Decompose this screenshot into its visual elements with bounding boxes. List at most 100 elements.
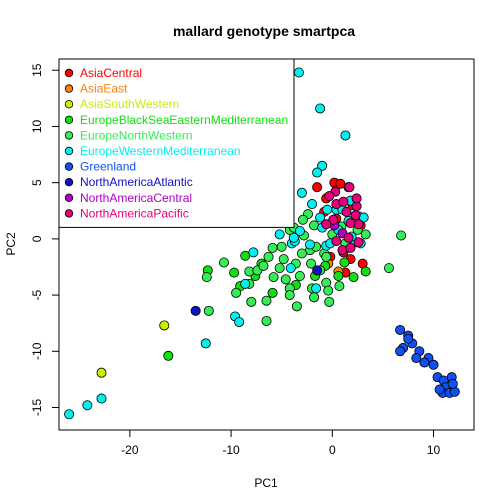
legend-label: NorthAmericaCentral — [80, 191, 192, 205]
data-point — [278, 254, 289, 265]
data-point — [218, 257, 229, 268]
y-tick-label: -10 — [30, 342, 44, 360]
data-point — [411, 353, 422, 364]
legend-marker — [64, 99, 74, 109]
data-point — [296, 248, 307, 259]
data-point — [434, 384, 445, 395]
data-point — [419, 357, 430, 368]
data-point — [348, 272, 359, 283]
data-point — [163, 350, 174, 361]
data-point — [312, 182, 323, 193]
data-point — [345, 242, 356, 253]
data-point — [240, 278, 251, 289]
data-point — [395, 346, 406, 357]
data-point — [201, 272, 212, 283]
data-point — [315, 212, 326, 223]
data-point — [345, 218, 356, 229]
data-point — [351, 193, 362, 204]
y-tick-label: 0 — [30, 235, 44, 242]
data-point — [280, 274, 291, 285]
data-point — [317, 160, 328, 171]
data-point — [258, 260, 269, 271]
data-point — [203, 305, 214, 316]
legend-marker — [64, 193, 74, 202]
x-tick-label: 0 — [329, 443, 336, 457]
y-tick-label: 15 — [30, 63, 44, 77]
data-point — [360, 229, 371, 240]
data-point — [276, 241, 287, 252]
data-point — [447, 378, 458, 389]
data-point — [288, 232, 299, 243]
data-point — [274, 263, 285, 274]
data-point — [338, 196, 349, 207]
data-point — [231, 287, 242, 298]
data-point — [229, 267, 240, 278]
data-point — [64, 409, 75, 420]
data-point — [297, 214, 308, 225]
data-point — [306, 258, 317, 269]
data-point — [309, 292, 320, 303]
legend-label: AsiaCentral — [80, 66, 142, 80]
data-point — [333, 270, 344, 281]
data-point — [96, 367, 107, 378]
y-tick-label: 10 — [30, 119, 44, 133]
data-point — [312, 265, 323, 276]
data-point — [403, 333, 414, 344]
legend-label: EuropeBlackSeaEasternMediterranean — [80, 113, 288, 127]
data-point — [294, 226, 305, 237]
data-point — [383, 263, 394, 274]
y-axis: -15 -10 -5 0 5 10 15 — [30, 63, 59, 416]
data-point — [291, 301, 302, 312]
data-point — [321, 219, 332, 230]
data-point — [285, 263, 296, 274]
data-point — [190, 305, 201, 316]
data-point — [340, 130, 351, 141]
data-point — [428, 359, 439, 370]
data-point — [267, 242, 278, 253]
data-point — [344, 182, 355, 193]
legend-label: EuropeWesternMediterranean — [80, 144, 241, 158]
data-point — [263, 251, 274, 262]
data-point — [82, 400, 93, 411]
legend-label: AsiaEast — [80, 82, 128, 96]
legend-label: NorthAmericaPacific — [80, 206, 189, 220]
data-point — [343, 232, 354, 243]
data-point — [200, 338, 211, 349]
data-point — [284, 290, 295, 301]
data-points — [64, 67, 460, 420]
x-tick-label: -10 — [222, 443, 240, 457]
legend-box — [58, 58, 295, 228]
data-point — [360, 266, 371, 277]
y-tick-label: -5 — [30, 289, 44, 300]
x-tick-label: 10 — [427, 443, 441, 457]
data-point — [159, 320, 170, 331]
legend-marker — [64, 84, 74, 93]
data-point — [96, 393, 107, 404]
data-point — [261, 295, 272, 306]
data-point — [350, 210, 361, 221]
data-point — [312, 167, 323, 178]
data-point — [395, 324, 406, 335]
legend-label: EuropeNorthWestern — [80, 128, 193, 142]
legend-marker — [64, 146, 74, 156]
data-point — [246, 296, 257, 307]
data-point — [274, 229, 285, 240]
data-point — [339, 257, 350, 268]
data-point — [305, 239, 316, 250]
legend-marker — [64, 177, 74, 187]
data-point — [334, 281, 345, 292]
y-tick-label: 5 — [30, 179, 44, 186]
legend-marker — [64, 131, 74, 140]
data-point — [293, 67, 304, 78]
x-tick-label: -20 — [121, 443, 139, 457]
data-point — [322, 204, 333, 215]
data-point — [353, 219, 364, 230]
data-point — [331, 236, 342, 247]
data-point — [323, 285, 334, 296]
y-tick-label: -15 — [30, 399, 44, 417]
data-point — [294, 270, 305, 281]
data-point — [307, 199, 318, 210]
legend-label: AsiaSouthWestern — [80, 97, 179, 111]
